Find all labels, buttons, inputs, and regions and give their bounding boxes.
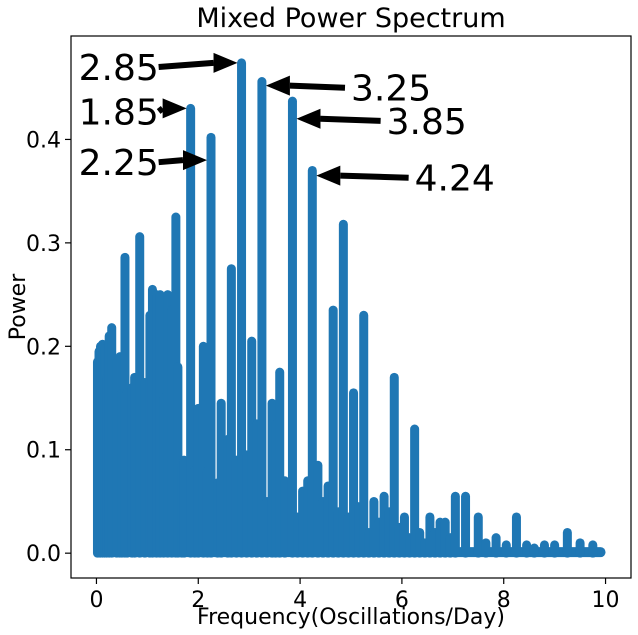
annotation-label: 1.85: [79, 93, 159, 134]
annotation-label: 3.85: [387, 102, 467, 143]
annotation-arrow-head: [296, 108, 321, 129]
annotations: 2.851.85 2.25 3.253.85 4.24: [79, 48, 495, 200]
annotation-label: 4.24: [415, 159, 495, 200]
annotation-arrow-head: [183, 150, 207, 171]
x-tick-label: 4: [293, 588, 307, 613]
annotation-label: 3.25: [351, 69, 431, 110]
x-tick-label: 6: [395, 588, 409, 613]
annotation-arrow-shaft: [158, 59, 214, 71]
y-axis: 0.0 0.1 0.2 0.3 0.4: [26, 128, 71, 567]
y-tick-label: 0.2: [26, 335, 61, 360]
annotation-label: 2.85: [79, 48, 159, 89]
x-tick-label: 8: [497, 588, 511, 613]
annotation-arrow-head: [213, 52, 238, 73]
annotation-arrow-shaft: [289, 82, 346, 91]
annotation-arrow-shaft: [320, 115, 381, 124]
y-tick-label: 0.1: [26, 439, 61, 464]
x-axis: 0 2 4 6 8 10: [89, 578, 620, 613]
plot-area: [92, 58, 606, 558]
annotation-arrow-head: [265, 75, 290, 96]
y-tick-label: 0.4: [26, 128, 61, 153]
annotation-label: 2.25: [79, 143, 159, 184]
x-axis-title: Frequency(Oscillations/Day): [197, 605, 505, 630]
x-tick-label: 10: [592, 588, 620, 613]
annotation-arrow-shaft: [340, 172, 409, 181]
annotation-arrow-shaft: [158, 157, 184, 166]
y-tick-label: 0.3: [26, 232, 61, 257]
chart-title: Mixed Power Spectrum: [196, 3, 505, 34]
axes-frame: [70, 35, 632, 579]
annotation-arrow-head: [316, 165, 341, 186]
annotation-arrow-head: [162, 98, 187, 119]
annotation-arrow-shaft: [156, 106, 165, 114]
y-axis-title: Power: [6, 273, 31, 340]
y-tick-label: 0.0: [26, 542, 61, 567]
x-tick-label: 0: [89, 588, 103, 613]
x-tick-label: 2: [191, 588, 205, 613]
